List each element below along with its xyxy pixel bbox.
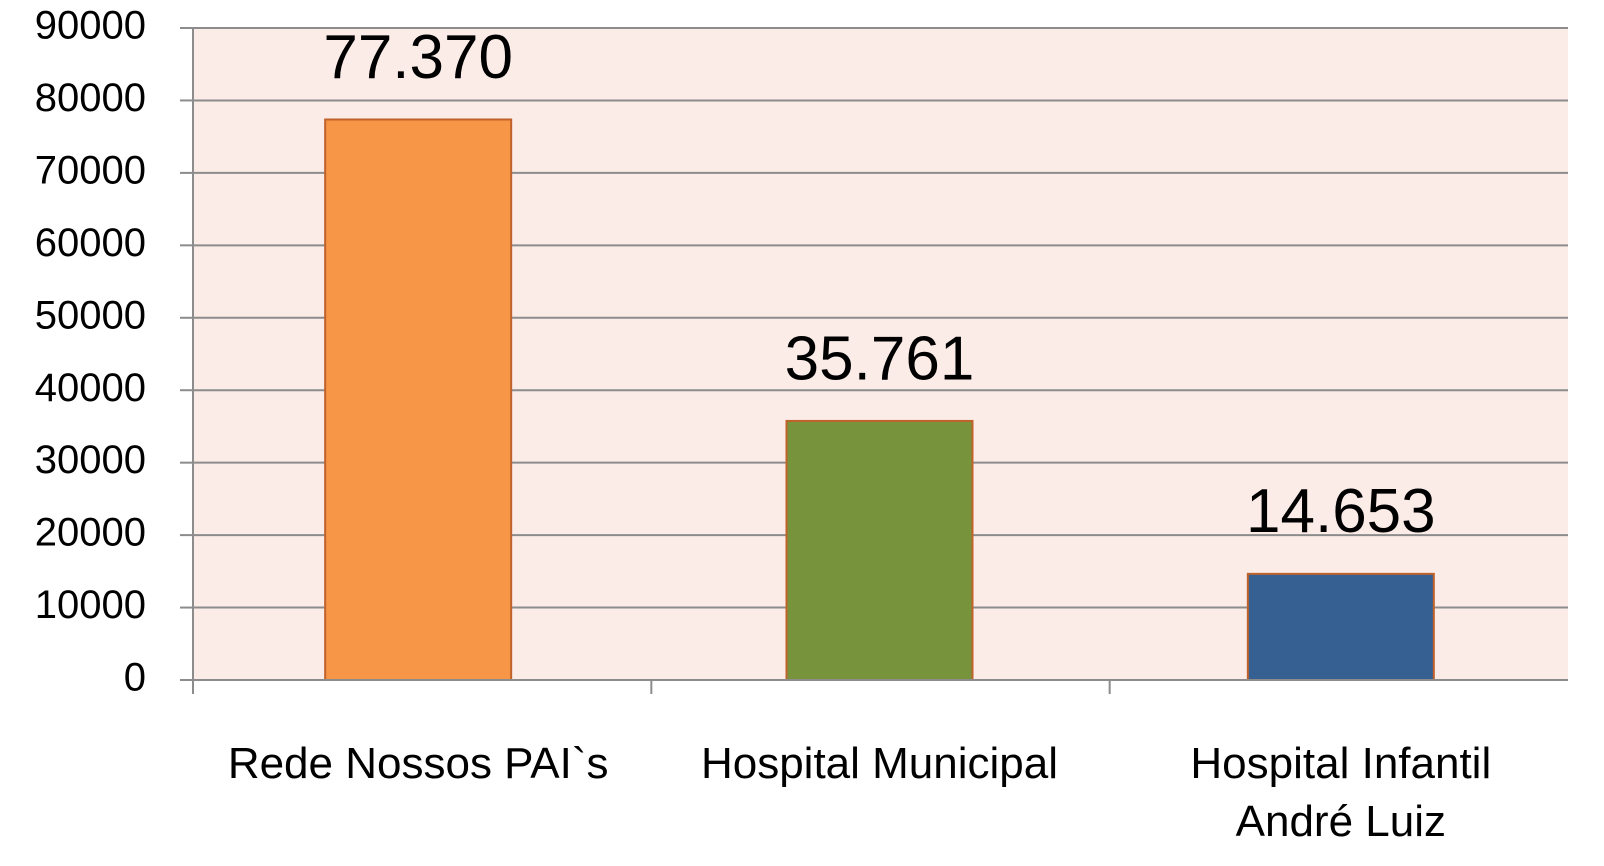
value-label: 77.370 xyxy=(323,23,513,92)
y-tick-label: 40000 xyxy=(35,366,146,410)
x-tick-label: Hospital Municipal xyxy=(700,739,1059,788)
bar xyxy=(324,118,513,682)
y-tick-label: 30000 xyxy=(35,438,146,482)
y-tick-label: 90000 xyxy=(35,4,146,48)
value-label: 35.761 xyxy=(785,324,975,393)
y-tick-label: 50000 xyxy=(35,293,146,337)
bar xyxy=(1246,572,1435,682)
x-tick-label: Rede Nossos PAI`s xyxy=(227,739,609,788)
bar xyxy=(785,419,974,681)
y-tick-label: 60000 xyxy=(35,221,146,265)
y-tick-label: 80000 xyxy=(35,76,146,120)
y-tick-label: 70000 xyxy=(35,148,146,192)
y-tick-label: 0 xyxy=(124,656,146,700)
x-tick-label: Hospital Infantil André Luiz xyxy=(1190,739,1492,846)
y-tick-label: 20000 xyxy=(35,511,146,555)
y-tick-label: 10000 xyxy=(35,583,146,627)
value-label: 14.653 xyxy=(1246,477,1436,546)
